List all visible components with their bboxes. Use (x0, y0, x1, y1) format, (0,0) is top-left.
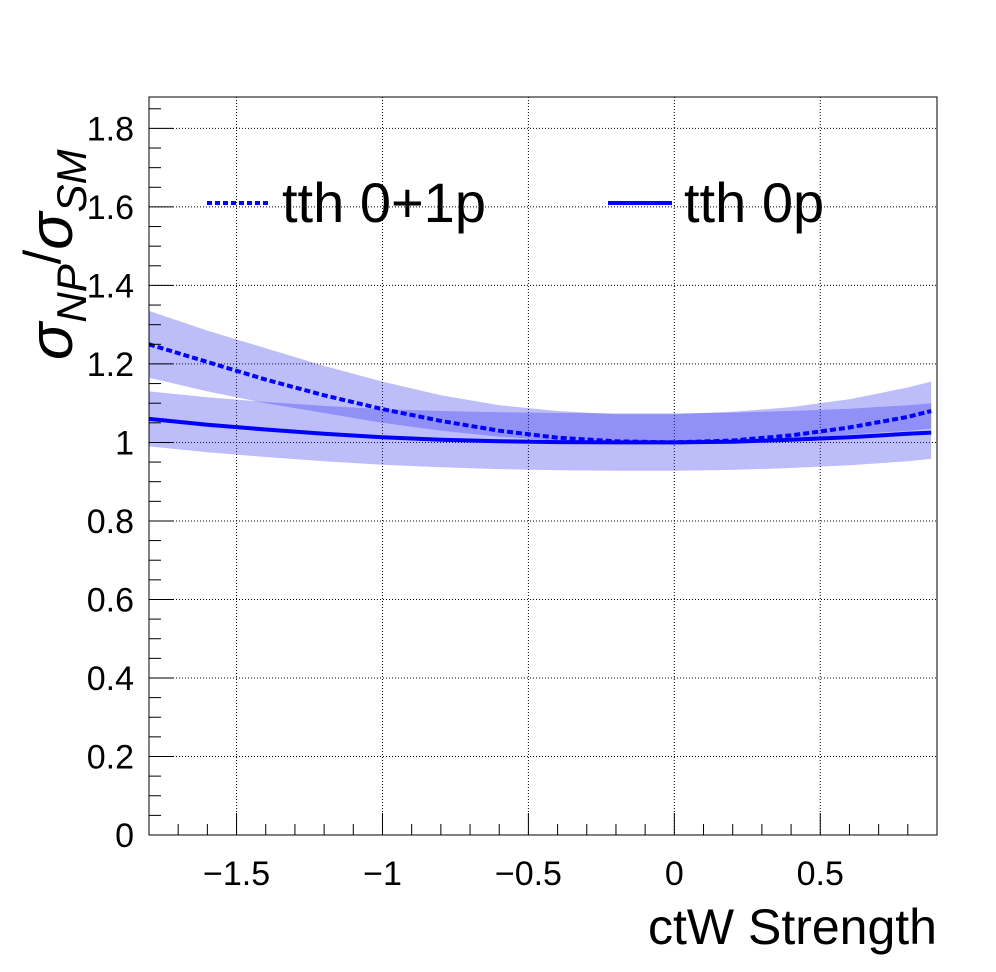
y-tick-label: 1 (115, 424, 134, 462)
y-axis-title-sigma-2: σ (17, 210, 86, 250)
series-line-0 (148, 342, 932, 445)
y-axis-title-sub-np: NP (48, 264, 95, 322)
x-tick-label: −1.5 (203, 855, 270, 893)
x-tick-label: 0 (665, 855, 684, 893)
y-axis-title-sub-sm: SM (48, 149, 95, 212)
y-tick-label: 0.6 (87, 581, 134, 619)
axis-ticks (148, 108, 938, 836)
y-tick-label: 1.2 (87, 346, 134, 384)
x-axis-title: ctW Strength (648, 899, 937, 955)
uncertainty-band-series-0 (149, 310, 932, 443)
y-tick-label: 0.4 (87, 660, 134, 698)
uncertainty-band-series-1 (149, 391, 932, 471)
y-tick-label: 1.4 (87, 267, 134, 305)
y-axis-title-sigma: σ (17, 320, 86, 360)
y-tick-label: 1.8 (87, 110, 134, 148)
uncertainty-bands (149, 310, 932, 471)
series-line-1 (148, 416, 932, 445)
y-tick-label: 1.6 (87, 189, 134, 227)
y-tick-label: 0 (115, 817, 134, 855)
x-tick-labels: −1.5 −1 −0.5 0 0.5 (203, 855, 844, 893)
x-tick-label: 0.5 (797, 855, 844, 893)
legend-label-tth-0-1p: tth 0+1p (282, 171, 486, 234)
y-axis-title: σNP/σSM (14, 149, 95, 360)
x-tick-label: −1 (363, 855, 402, 893)
legend-label-tth-0p: tth 0p (684, 171, 824, 234)
x-tick-label: −0.5 (495, 855, 562, 893)
plot-frame (148, 96, 938, 836)
series-lines (148, 342, 932, 445)
y-axis-title-slash: / (14, 249, 72, 264)
y-tick-label: 0.2 (87, 738, 134, 776)
y-tick-label: 0.8 (87, 503, 134, 541)
legend: tth 0+1p tth 0p (207, 171, 824, 234)
y-tick-labels: 0 0.2 0.4 0.6 0.8 1 1.2 1.4 1.6 1.8 (87, 110, 134, 855)
